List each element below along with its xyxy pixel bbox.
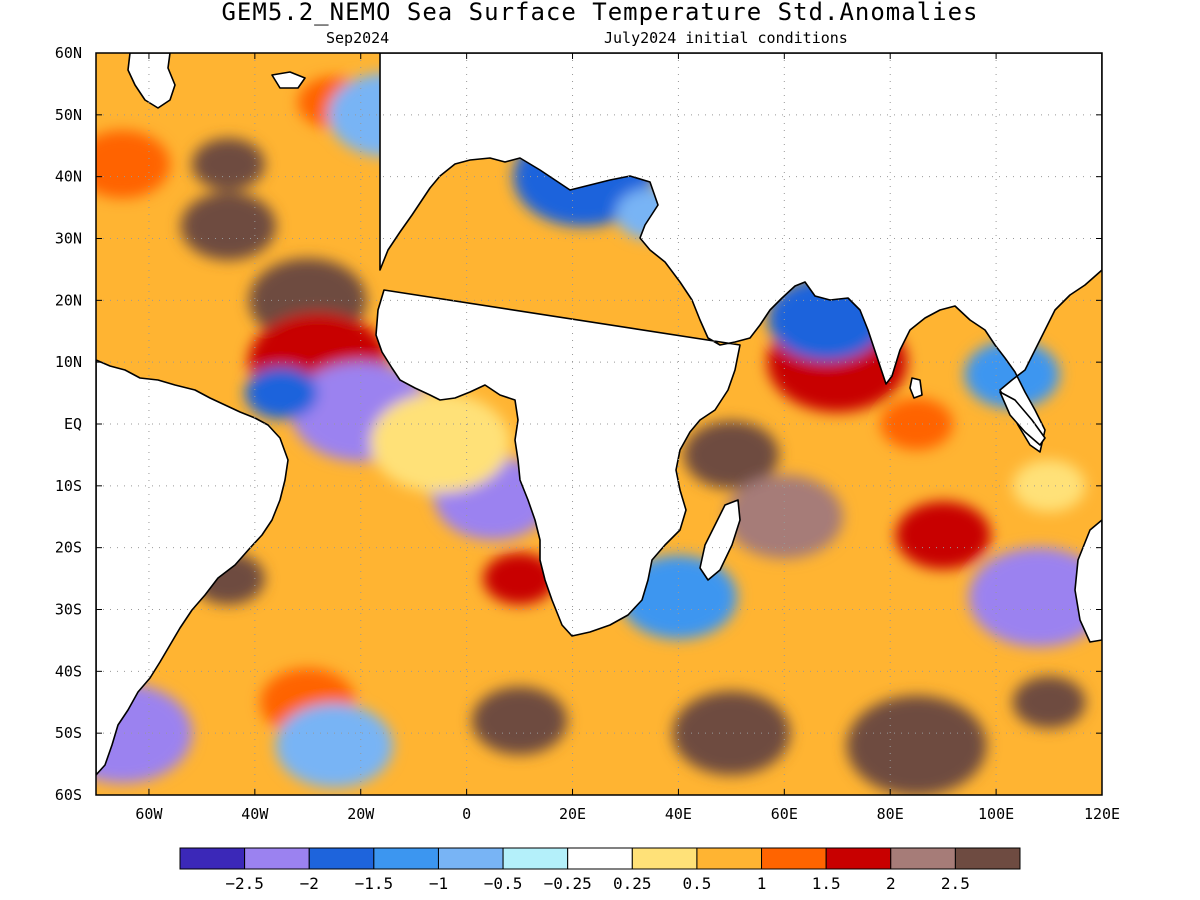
y-tick-label: 40S — [55, 662, 82, 680]
colorbar-swatch — [696, 847, 763, 870]
y-tick-label: EQ — [64, 415, 82, 433]
anomaly-region — [880, 398, 954, 450]
colorbar-label: 2 — [886, 874, 896, 893]
anomaly-region — [370, 392, 511, 493]
anomaly-region — [672, 691, 791, 776]
y-tick-label: 30S — [55, 601, 82, 619]
colorbar-swatch — [502, 847, 569, 870]
colorbar-label: −2.5 — [225, 874, 264, 893]
colorbar-label: 2.5 — [941, 874, 970, 893]
x-tick-label: 100E — [978, 805, 1014, 823]
map-axes: 60W 40W 20W 0 20E 40E 60E 80E 100E 120E 60N 50N 40N 3… — [55, 44, 1120, 823]
colorbar-swatch — [825, 847, 892, 870]
colorbar-label: 1 — [757, 874, 767, 893]
y-tick-label: 10N — [55, 353, 82, 371]
colorbar-label: 0.5 — [682, 874, 711, 893]
anomaly-region — [471, 686, 568, 755]
y-tick-label: 20S — [55, 539, 82, 557]
colorbar-swatch — [308, 847, 375, 870]
anomaly-region — [180, 192, 276, 261]
x-tick-label: 80E — [877, 805, 904, 823]
anomaly-region — [244, 367, 318, 420]
colorbar-swatch — [954, 847, 1021, 870]
colorbar-swatch — [631, 847, 698, 870]
x-tick-label: 20W — [347, 805, 375, 823]
colorbar: −2.5 −2 −1.5 −1 −0.5 −0.25 0.25 0.5 1 1.5 2 2.5 — [179, 847, 1021, 893]
colorbar-swatch — [373, 847, 439, 870]
forecast-month-label: Sep2024 — [326, 29, 390, 47]
colorbar-label: −0.5 — [484, 874, 523, 893]
colorbar-label: 1.5 — [812, 874, 841, 893]
colorbar-swatch — [890, 847, 956, 870]
landmass-south-america — [96, 359, 289, 776]
landmasses — [96, 53, 1102, 776]
anomaly-region — [483, 552, 556, 605]
anomaly-region — [968, 547, 1102, 648]
colorbar-label: −1 — [429, 874, 448, 893]
anomaly-region — [1012, 459, 1086, 512]
y-tick-label: 40N — [55, 168, 82, 186]
y-tick-label: 60N — [55, 44, 82, 62]
y-tick-label: 50N — [55, 106, 82, 124]
y-tick-label: 50S — [55, 724, 82, 742]
x-tick-label: 120E — [1084, 805, 1120, 823]
x-tick-label: 0 — [462, 805, 471, 823]
x-tick-label: 40W — [241, 805, 269, 823]
map-title: GEM5.2_NEMO Sea Surface Temperature Std.… — [221, 0, 979, 26]
anomaly-region — [895, 501, 991, 570]
initial-conditions-label: July2024 initial conditions — [604, 29, 848, 47]
x-tick-label: 40E — [665, 805, 692, 823]
y-tick-label: 20N — [55, 291, 82, 309]
anomaly-region — [96, 130, 171, 199]
y-tick-label: 10S — [55, 477, 82, 495]
colorbar-swatch — [179, 847, 246, 870]
colorbar-label: −0.25 — [544, 874, 592, 893]
landmass-australia — [1074, 519, 1102, 643]
y-tick-label: 60S — [55, 786, 82, 804]
colorbar-label: −1.5 — [355, 874, 394, 893]
y-tick-label: 30N — [55, 230, 82, 248]
landmass-sri-lanka — [909, 377, 923, 399]
landmass-madagascar — [699, 499, 741, 581]
anomaly-region — [1012, 676, 1086, 729]
anomaly-region — [275, 703, 394, 788]
colorbar-swatch — [437, 847, 504, 870]
x-tick-label: 60W — [135, 805, 163, 823]
plot-area — [96, 53, 1102, 795]
colorbar-label: −2 — [300, 874, 319, 893]
anomaly-region — [683, 420, 779, 489]
lat-lon-grid — [96, 53, 1102, 795]
landmass-sumatra — [999, 391, 1046, 446]
colorbar-label: 0.25 — [613, 874, 652, 893]
anomaly-region — [191, 138, 265, 191]
colorbar-swatch — [761, 847, 827, 870]
landmass-greenland-iceland — [127, 53, 306, 109]
anomaly-region — [964, 340, 1060, 409]
x-tick-label: 20E — [559, 805, 586, 823]
x-tick-label: 60E — [771, 805, 798, 823]
anomaly-region — [846, 695, 987, 795]
colorbar-swatch — [567, 847, 633, 870]
anomaly-region — [725, 474, 844, 559]
colorbar-swatch — [244, 847, 310, 870]
